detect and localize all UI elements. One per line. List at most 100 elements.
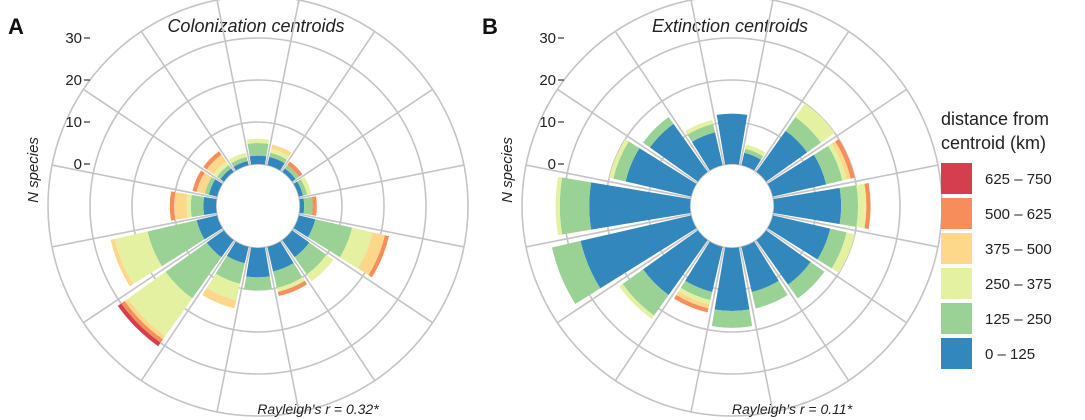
- panel-b-tick-label: 20: [539, 72, 556, 89]
- panel-b-grid-spoke: [766, 88, 908, 184]
- panel-b-bar-segment: [795, 103, 835, 143]
- panel-a-grid-circle: [89, 37, 427, 375]
- panel-a-bar-segment: [368, 235, 389, 278]
- panel-b-bar-segment: [817, 228, 847, 269]
- panel-a-bar-segment: [270, 148, 290, 160]
- legend-label: 500 – 625: [985, 206, 1052, 223]
- panel-b-bar-segment: [767, 215, 831, 260]
- panel-b-bar-segment: [691, 132, 723, 171]
- panel-b-grid-spoke: [556, 88, 698, 184]
- panel-a-grid-spoke: [82, 228, 224, 324]
- panel-a-bar-segment: [293, 181, 304, 197]
- panel-a-grid-circle: [215, 163, 301, 249]
- panel-a-grid-spoke: [299, 164, 465, 199]
- panel-a-bar-segment: [307, 219, 353, 258]
- panel-a-polar-plot: 0 10 20 30: [47, 0, 469, 417]
- panel-b-grid-spoke: [754, 30, 850, 172]
- panel-a-bar-segment: [271, 144, 292, 157]
- panel-b-bar-segment: [716, 113, 748, 165]
- panel-b-bar-segment: [835, 139, 855, 179]
- legend-swatch: [941, 268, 972, 299]
- panel-b-bar-segment: [864, 183, 871, 229]
- panel-a: A Colonization centroids 0 10 20 30 N speci…: [8, 0, 469, 417]
- panel-a-letter: A: [8, 14, 24, 39]
- panel-a-grid-circle: [131, 79, 385, 333]
- panel-a-grid-spoke: [265, 247, 300, 413]
- panel-a-grid-spoke: [292, 228, 434, 324]
- panel-b-grid-spoke: [525, 213, 691, 248]
- panel-a-bar-segment: [294, 242, 327, 275]
- legend-swatch: [941, 303, 972, 334]
- panel-b-bar-segment: [744, 148, 764, 160]
- panel-a-bar-segment: [203, 151, 222, 170]
- panel-a-bar-segment: [284, 164, 300, 180]
- panel-a-bar-segment: [244, 276, 272, 290]
- legend-label: 125 – 250: [985, 311, 1052, 328]
- panel-b-bar-segment: [767, 154, 827, 197]
- legend: distance from centroid (km) 625 – 750 500…: [941, 109, 1052, 369]
- panel-b-bar-segment: [643, 117, 674, 148]
- panel-a-bar-segment: [231, 156, 248, 167]
- panel-a-bar-segment: [246, 247, 270, 278]
- panel-b-grid-spoke: [614, 30, 710, 172]
- panel-a-bar-segment: [114, 231, 162, 284]
- panel-a-bar-segment: [128, 271, 193, 336]
- panel-a-bar-segment: [147, 220, 205, 267]
- panel-b-grid-spoke: [614, 240, 710, 382]
- panel-a-bar-segment: [206, 230, 234, 258]
- panel-a-bar-segment: [215, 255, 245, 284]
- panel-a-bar-segment: [303, 196, 313, 216]
- panel-b-bar-segment: [741, 152, 761, 171]
- panel-b-bar-segment: [680, 280, 713, 301]
- panel-a-bar-segment: [203, 196, 217, 216]
- panel-a-bar-segment: [311, 196, 317, 216]
- panel-b-tick-label: 30: [539, 30, 556, 47]
- panel-b-bar-segment: [741, 241, 779, 292]
- panel-a-tick-label: 10: [65, 114, 82, 131]
- panel-a-grid-spoke: [216, 0, 251, 165]
- panel-a-grid-spoke: [216, 247, 251, 413]
- panel-b-bar-segment: [828, 143, 847, 181]
- panel-a-grid-spoke: [140, 240, 236, 382]
- panel-a-grid-spoke: [82, 88, 224, 184]
- panel-b-grid-spoke: [773, 213, 939, 248]
- panel-b-bar-segment: [831, 232, 855, 273]
- panel-b-title: Extinction centroids: [652, 16, 808, 36]
- legend-items: 625 – 750 500 – 625 375 – 500 250 – 375 125 …: [941, 163, 1052, 369]
- panel-b-bar-segment: [559, 177, 592, 235]
- panel-b-bar-segment: [551, 240, 601, 305]
- panel-a-bar-segment: [277, 280, 308, 297]
- panel-b-grid-spoke: [690, 247, 725, 413]
- panel-a-bar-segment: [208, 179, 223, 197]
- panel-a-y-axis-title: N species: [25, 137, 42, 203]
- panel-a-bar-segment: [165, 242, 222, 299]
- panel-a-bar-segment: [267, 156, 285, 171]
- panel-b-grid-spoke: [525, 164, 691, 199]
- panel-b: B Extinction centroids 0 10 20 30 N species…: [482, 0, 943, 417]
- panel-b-bar-segment: [856, 183, 867, 229]
- panel-a-bar-segment: [299, 198, 305, 214]
- panel-a-tick-label: 20: [65, 72, 82, 89]
- panel-a-bar-segment: [267, 241, 294, 272]
- legend-label: 250 – 375: [985, 276, 1052, 293]
- panel-a-bar-segment: [206, 154, 227, 175]
- panel-b-bar-segment: [649, 123, 708, 182]
- panel-a-bar-segment: [229, 152, 247, 164]
- panel-b-bar-segment: [839, 185, 858, 227]
- panel-a-bar-segment: [192, 170, 205, 192]
- legend-label: 375 – 500: [985, 241, 1052, 258]
- panel-a-bar-segment: [174, 192, 188, 220]
- panel-a-grid-spoke: [51, 213, 217, 248]
- panel-a-bar-segment: [220, 168, 234, 182]
- panel-b-bar-segment: [580, 215, 697, 289]
- panel-b-bar-segment: [643, 230, 708, 295]
- panel-b-bar-segment: [687, 124, 716, 142]
- panel-a-bar-segment: [169, 191, 176, 221]
- panel-b-bar-segment: [685, 120, 714, 135]
- panel-a-title: Colonization centroids: [167, 16, 344, 36]
- panel-b-grid-spoke: [739, 247, 774, 413]
- legend-title-line2: centroid (km): [941, 133, 1046, 153]
- panel-a-grid-spoke: [265, 0, 300, 165]
- panel-b-letter: B: [482, 14, 498, 39]
- panel-a-grid-spoke: [292, 88, 434, 184]
